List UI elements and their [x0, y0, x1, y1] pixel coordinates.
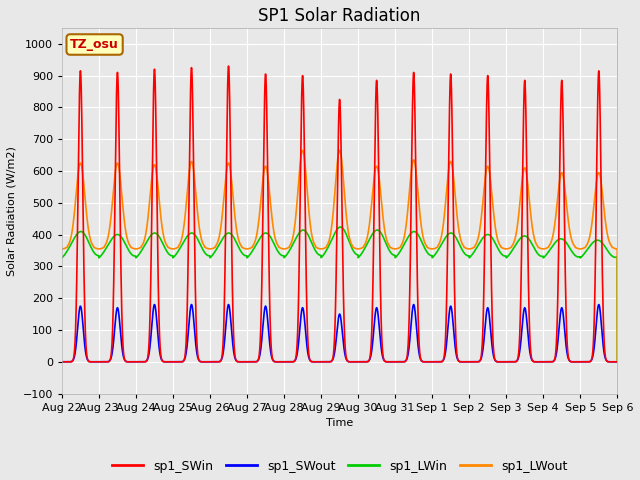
sp1_SWout — [247, 359, 255, 365]
sp1_LWout — [590, 202, 598, 207]
sp1_SWout — [590, 347, 598, 352]
sp1_LWin — [480, 234, 488, 240]
sp1_SWin — [480, 300, 488, 305]
sp1_LWout — [58, 246, 66, 252]
sp1_SWout — [58, 359, 66, 365]
sp1_LWin — [614, 359, 621, 365]
sp1_SWout — [321, 359, 328, 365]
sp1_SWout — [595, 301, 603, 307]
sp1_SWout — [614, 359, 621, 365]
sp1_LWin — [321, 250, 328, 256]
Legend: sp1_SWin, sp1_SWout, sp1_LWin, sp1_LWout: sp1_SWin, sp1_SWout, sp1_LWin, sp1_LWout — [107, 455, 572, 478]
sp1_LWout — [299, 147, 307, 153]
sp1_SWin — [225, 63, 232, 69]
sp1_SWout — [583, 359, 591, 365]
sp1_LWin — [464, 253, 472, 259]
Text: TZ_osu: TZ_osu — [70, 38, 119, 51]
X-axis label: Time: Time — [326, 418, 353, 428]
Line: sp1_LWout: sp1_LWout — [62, 150, 618, 362]
sp1_LWin — [337, 224, 344, 230]
sp1_LWout — [480, 191, 488, 197]
sp1_SWin — [58, 359, 66, 365]
sp1_LWout — [464, 246, 472, 252]
Line: sp1_SWin: sp1_SWin — [62, 66, 618, 362]
sp1_SWin — [464, 359, 472, 365]
sp1_SWout — [464, 359, 472, 365]
sp1_LWin — [247, 251, 255, 256]
sp1_SWout — [480, 342, 488, 348]
sp1_SWin — [247, 359, 255, 365]
sp1_SWin — [614, 359, 621, 365]
sp1_LWout — [321, 245, 329, 251]
Line: sp1_LWin: sp1_LWin — [62, 227, 618, 362]
sp1_LWout — [614, 359, 621, 365]
sp1_LWin — [583, 247, 591, 252]
sp1_LWin — [590, 239, 598, 244]
sp1_LWin — [58, 255, 66, 261]
Y-axis label: Solar Radiation (W/m2): Solar Radiation (W/m2) — [7, 146, 17, 276]
Title: SP1 Solar Radiation: SP1 Solar Radiation — [259, 7, 420, 25]
sp1_LWout — [247, 245, 255, 251]
sp1_SWin — [590, 324, 598, 330]
sp1_SWin — [583, 359, 591, 365]
Line: sp1_SWout: sp1_SWout — [62, 304, 618, 362]
sp1_SWin — [321, 359, 329, 365]
sp1_LWout — [583, 241, 591, 247]
